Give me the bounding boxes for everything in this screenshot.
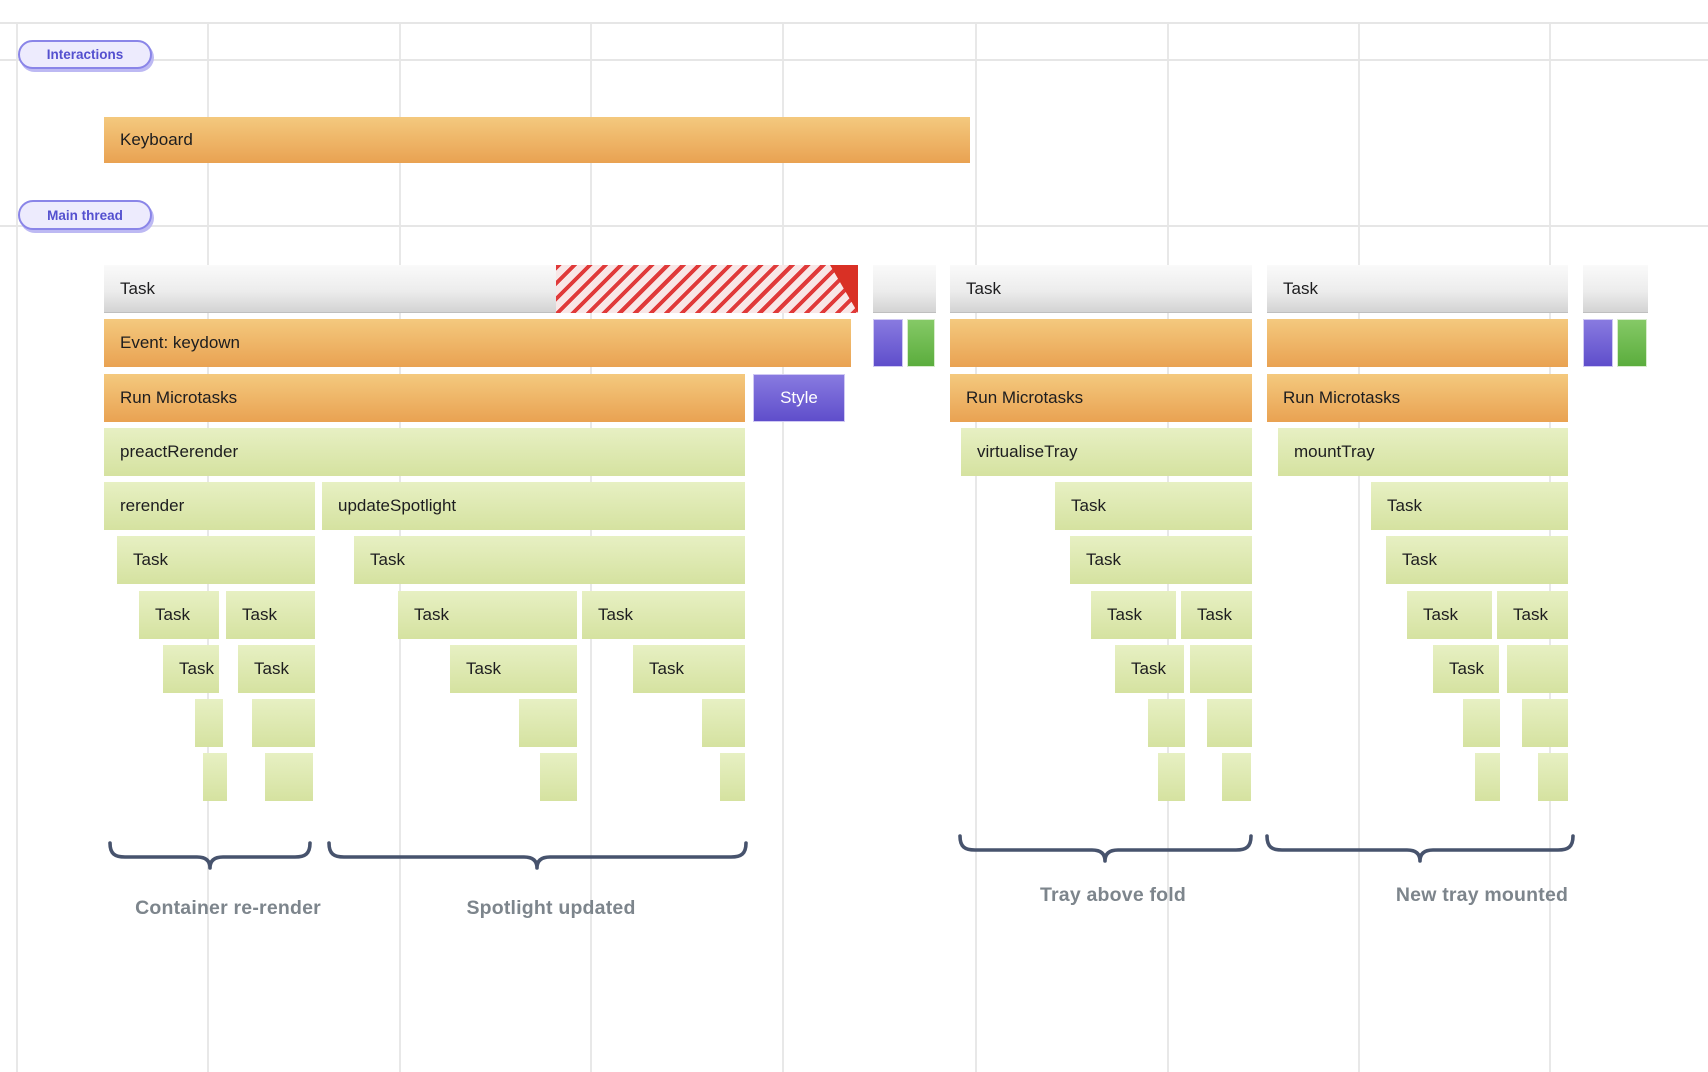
bar-script-block[interactable] bbox=[1475, 753, 1500, 801]
bar-task[interactable]: Task bbox=[163, 645, 219, 693]
bar-script-block[interactable] bbox=[1507, 645, 1568, 693]
bar-task[interactable]: Task bbox=[1267, 265, 1568, 313]
bar-task[interactable]: Task bbox=[398, 591, 577, 639]
annotation-label: Container re-render bbox=[135, 897, 321, 919]
bar-task[interactable]: Task bbox=[950, 265, 1252, 313]
bar-style-block[interactable] bbox=[1583, 319, 1613, 367]
bar-gc-block[interactable] bbox=[907, 319, 935, 367]
bar-task[interactable]: Task bbox=[1371, 482, 1568, 530]
bar-keyboard[interactable]: Keyboard bbox=[104, 117, 970, 163]
bar-run-microtasks[interactable]: Run Microtasks bbox=[1267, 374, 1568, 422]
bar-script-block[interactable] bbox=[1190, 645, 1252, 693]
bar-script-block[interactable] bbox=[519, 699, 577, 747]
gridline-vertical bbox=[1358, 22, 1360, 1072]
annotation-label: Spotlight updated bbox=[466, 897, 636, 919]
annotation-brace bbox=[1265, 834, 1575, 863]
annotation-label: Tray above fold bbox=[1039, 884, 1187, 906]
bar-task[interactable]: Task bbox=[139, 591, 219, 639]
bar-rerender[interactable]: rerender bbox=[104, 482, 315, 530]
bar-gc-block[interactable] bbox=[1617, 319, 1647, 367]
bar-event-block[interactable] bbox=[1267, 319, 1568, 367]
gridline-horizontal bbox=[0, 225, 1708, 227]
bar-script-block[interactable] bbox=[1148, 699, 1185, 747]
bar-task[interactable]: Task bbox=[1386, 536, 1568, 584]
bar-task[interactable]: Task bbox=[1091, 591, 1176, 639]
bar-task[interactable]: Task bbox=[1181, 591, 1252, 639]
gridline-vertical bbox=[975, 22, 977, 1072]
bar-task[interactable]: Task bbox=[1497, 591, 1568, 639]
bar-script-block[interactable] bbox=[1463, 699, 1500, 747]
bar-script-block[interactable] bbox=[203, 753, 227, 801]
bar-updatespotlight[interactable]: updateSpotlight bbox=[322, 482, 745, 530]
annotation-brace bbox=[108, 841, 312, 870]
bar-task[interactable]: Task bbox=[238, 645, 315, 693]
gridline-horizontal bbox=[0, 59, 1708, 61]
bar-script-block[interactable] bbox=[1158, 753, 1185, 801]
bar-task-block[interactable] bbox=[1583, 265, 1648, 313]
gridline-horizontal bbox=[0, 22, 1708, 24]
bar-script-block[interactable] bbox=[720, 753, 745, 801]
bar-task[interactable]: Task bbox=[226, 591, 315, 639]
bar-script-block[interactable] bbox=[1222, 753, 1251, 801]
long-task-hatch bbox=[556, 265, 858, 313]
track-label-interactions[interactable]: Interactions bbox=[18, 40, 152, 69]
bar-preactrerender[interactable]: preactRerender bbox=[104, 428, 745, 476]
bar-event-block[interactable] bbox=[950, 319, 1252, 367]
bar-script-block[interactable] bbox=[540, 753, 577, 801]
bar-run-microtasks[interactable]: Run Microtasks bbox=[104, 374, 745, 422]
gridline-vertical bbox=[16, 22, 18, 1072]
track-label-main-thread[interactable]: Main thread bbox=[18, 200, 152, 230]
bar-task-block[interactable] bbox=[873, 265, 936, 313]
bar-script-block[interactable] bbox=[1538, 753, 1568, 801]
bar-task[interactable]: Task bbox=[450, 645, 577, 693]
annotation-label: New tray mounted bbox=[1395, 884, 1569, 906]
bar-task[interactable]: Task bbox=[1433, 645, 1499, 693]
bar-run-microtasks[interactable]: Run Microtasks bbox=[950, 374, 1252, 422]
bar-task[interactable]: Task bbox=[633, 645, 745, 693]
bar-task[interactable]: Task bbox=[117, 536, 315, 584]
bar-mounttray[interactable]: mountTray bbox=[1278, 428, 1568, 476]
bar-task[interactable]: Task bbox=[1055, 482, 1252, 530]
annotation-brace bbox=[958, 834, 1253, 863]
bar-task[interactable]: Task bbox=[1407, 591, 1492, 639]
bar-script-block[interactable] bbox=[265, 753, 313, 801]
bar-script-block[interactable] bbox=[1207, 699, 1252, 747]
bar-script-block[interactable] bbox=[702, 699, 745, 747]
annotation-brace bbox=[327, 841, 748, 870]
bar-script-block[interactable] bbox=[195, 699, 223, 747]
bar-task[interactable]: Task bbox=[354, 536, 745, 584]
bar-task[interactable]: Task bbox=[582, 591, 745, 639]
bar-style[interactable]: Style bbox=[753, 374, 845, 422]
bar-event-keydown[interactable]: Event: keydown bbox=[104, 319, 851, 367]
bar-script-block[interactable] bbox=[252, 699, 315, 747]
bar-style-block[interactable] bbox=[873, 319, 903, 367]
bar-task[interactable]: Task bbox=[1115, 645, 1184, 693]
bar-virtualisetray[interactable]: virtualiseTray bbox=[961, 428, 1252, 476]
bar-task[interactable]: Task bbox=[104, 265, 858, 313]
gridline-vertical bbox=[782, 22, 784, 1072]
bar-script-block[interactable] bbox=[1522, 699, 1568, 747]
bar-task[interactable]: Task bbox=[1070, 536, 1252, 584]
